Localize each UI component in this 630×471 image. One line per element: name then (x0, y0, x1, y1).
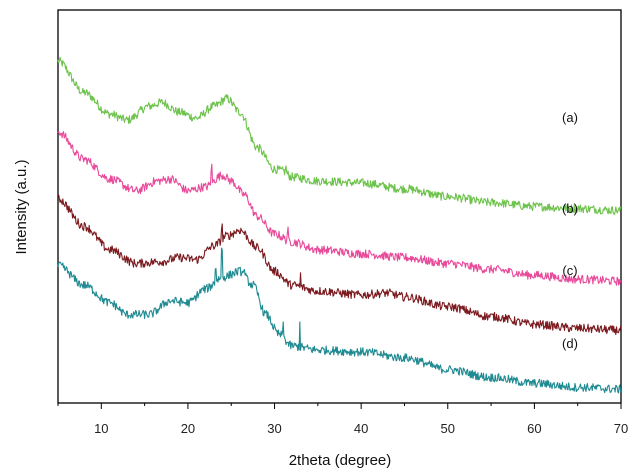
x-axis-title: 2theta (degree) (289, 452, 392, 469)
x-tick-label: 40 (354, 421, 368, 436)
x-tick-label: 10 (94, 421, 108, 436)
x-tick-label: 20 (181, 421, 195, 436)
x-tick-label: 50 (441, 421, 455, 436)
series-label-4: (d) (562, 336, 578, 351)
x-tick-label: 60 (527, 421, 541, 436)
series-label-2: (b) (562, 201, 578, 216)
y-axis-title: Intensity (a.u.) (13, 159, 30, 254)
series-line-1 (57, 56, 622, 215)
x-tick-label: 30 (267, 421, 281, 436)
series-label-3: (c) (562, 263, 577, 278)
series-label-1: (a) (562, 110, 578, 125)
series-line-2 (57, 130, 622, 286)
series-labels: (a) (b) (c) (d) (562, 110, 578, 351)
series-line-3 (57, 194, 622, 336)
x-axis-ticks: 10 20 30 40 50 60 70 (57, 403, 628, 436)
plot-frame (57, 9, 622, 404)
series-layer (57, 56, 622, 394)
series-line-4 (57, 247, 622, 394)
x-tick-label: 70 (614, 421, 628, 436)
